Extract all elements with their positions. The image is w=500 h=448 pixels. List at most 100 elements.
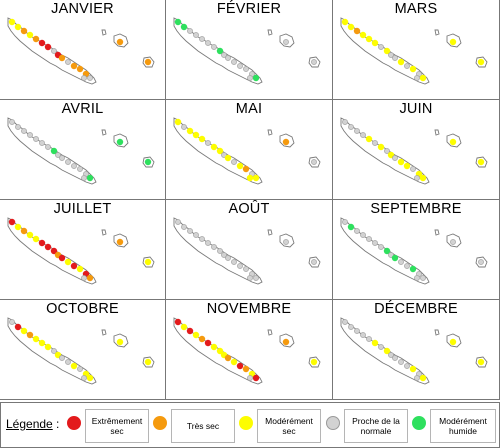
station-marker <box>342 219 348 225</box>
station-marker <box>39 140 45 146</box>
island-outline <box>101 229 107 236</box>
station-marker <box>70 362 78 370</box>
map-panel-décembre: DÉCEMBRE <box>333 300 500 400</box>
station-marker <box>282 138 290 146</box>
station-marker <box>175 219 181 225</box>
island-outline <box>434 229 440 236</box>
station-marker <box>398 259 404 265</box>
station-marker <box>86 174 94 182</box>
station-marker <box>230 358 238 366</box>
station-marker <box>365 35 373 43</box>
station-marker <box>199 36 205 42</box>
station-marker <box>231 159 237 165</box>
station-marker <box>378 344 384 350</box>
station-marker <box>59 355 65 361</box>
station-marker <box>26 31 34 39</box>
month-title: SEPTEMBRE <box>370 201 462 217</box>
legend-swatch-msec <box>239 416 253 430</box>
station-marker <box>383 47 391 55</box>
island-outline <box>267 129 273 136</box>
legend-title-separator: : <box>52 417 60 431</box>
map-panel-février: FÉVRIER <box>166 0 333 100</box>
station-marker <box>65 359 71 365</box>
station-marker <box>51 48 57 54</box>
station-marker <box>216 147 224 155</box>
station-marker <box>193 232 199 238</box>
month-title: AVRIL <box>61 101 104 117</box>
island-outline <box>101 29 107 36</box>
station-marker <box>449 338 457 346</box>
station-marker <box>186 327 194 335</box>
month-title: FÉVRIER <box>216 1 282 17</box>
map-svg <box>173 317 321 385</box>
station-marker <box>311 59 317 65</box>
station-marker <box>86 274 94 282</box>
legend-label-hum: Modérément humide <box>430 409 496 443</box>
legend-label-norm: Proche de la normale <box>344 409 408 443</box>
station-marker <box>71 163 77 169</box>
station-marker <box>237 63 243 69</box>
station-marker <box>414 375 420 381</box>
legend-swatch-xsec <box>67 416 81 430</box>
month-title: JANVIER <box>51 1 114 17</box>
station-marker <box>14 223 22 231</box>
station-marker <box>403 162 411 170</box>
station-marker <box>211 44 217 50</box>
station-marker <box>26 231 34 239</box>
station-marker <box>360 132 366 138</box>
station-marker <box>210 343 218 351</box>
station-marker <box>26 331 34 339</box>
station-marker <box>216 47 224 55</box>
station-marker <box>253 275 259 281</box>
station-marker <box>198 135 206 143</box>
station-marker <box>70 62 78 70</box>
station-marker <box>181 224 187 230</box>
station-marker <box>192 131 200 139</box>
station-marker <box>225 255 231 261</box>
station-marker <box>32 35 40 43</box>
station-marker <box>38 39 46 47</box>
station-marker <box>398 359 404 365</box>
station-marker <box>450 239 456 245</box>
station-marker <box>392 155 398 161</box>
station-marker <box>354 128 360 134</box>
station-marker <box>27 132 33 138</box>
station-marker <box>116 338 124 346</box>
station-marker <box>192 331 200 339</box>
station-marker <box>236 362 244 370</box>
island-outline <box>267 229 273 236</box>
station-marker <box>81 275 87 281</box>
station-marker <box>14 323 22 331</box>
station-marker <box>404 63 410 69</box>
station-marker <box>15 124 21 130</box>
station-marker <box>205 140 211 146</box>
station-marker <box>204 339 212 347</box>
station-marker <box>38 239 46 247</box>
station-marker <box>371 39 379 47</box>
station-marker <box>174 18 182 26</box>
station-marker <box>404 263 410 269</box>
station-marker <box>354 328 360 334</box>
station-marker <box>180 23 188 31</box>
station-marker <box>377 143 385 151</box>
station-marker <box>33 136 39 142</box>
station-marker <box>221 252 227 258</box>
station-marker <box>225 55 231 61</box>
station-marker <box>65 59 71 65</box>
station-marker <box>58 54 66 62</box>
map-svg <box>340 117 488 185</box>
station-marker <box>419 74 427 82</box>
station-marker <box>187 228 193 234</box>
map-panel-juin: JUIN <box>333 100 500 200</box>
station-marker <box>8 18 16 26</box>
map-panel-novembre: NOVEMBRE <box>166 300 333 400</box>
station-marker <box>198 335 206 343</box>
map-panel-avril: AVRIL <box>0 100 166 200</box>
map-svg <box>340 217 488 285</box>
station-marker <box>378 44 384 50</box>
island-outline <box>434 129 440 136</box>
station-marker <box>243 266 249 272</box>
station-marker <box>242 165 250 173</box>
station-marker <box>59 155 65 161</box>
station-marker <box>116 138 124 146</box>
